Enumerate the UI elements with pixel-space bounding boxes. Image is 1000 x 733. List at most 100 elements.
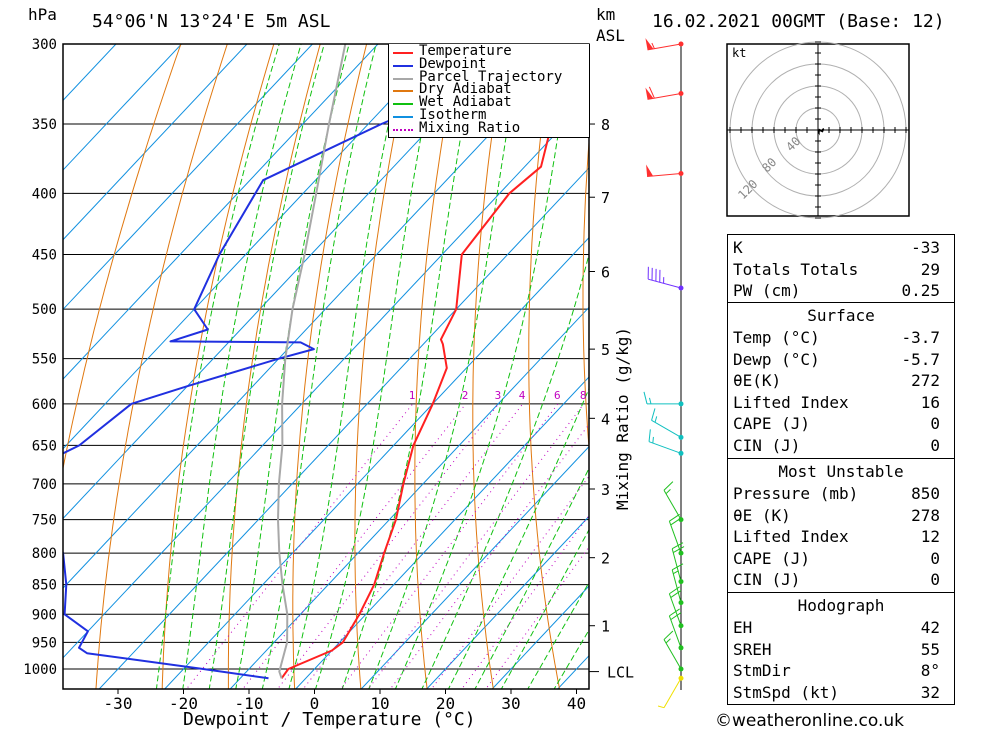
x-axis-title: Dewpoint / Temperature (°C) — [183, 709, 476, 730]
pressure-tick-label: 300 — [32, 37, 57, 53]
index-value: 850 — [911, 484, 940, 503]
mixing-ratio-label: 4 — [519, 389, 526, 402]
temp-tick-label: -30 — [104, 694, 133, 713]
isotherm-line — [360, 445, 589, 689]
mixing-ratio-line — [276, 403, 499, 689]
legend-item: Temperature — [389, 44, 589, 59]
isotherm-line — [63, 44, 445, 450]
index-row: K -33 — [728, 237, 954, 258]
parcel-trajectory-series — [277, 44, 347, 679]
wet-adiabat-line — [527, 581, 589, 689]
wet-adiabat-line — [500, 528, 589, 689]
wet-adiabat-line — [447, 387, 589, 689]
wet-adiabat-line — [474, 467, 589, 689]
dewpoint-series — [63, 44, 497, 680]
index-row: Lifted Index 16 — [728, 392, 954, 413]
mixing-ratio-label: 3 — [495, 389, 502, 402]
km-tick-label: 5 — [601, 341, 610, 359]
pressure-tick-label: 550 — [32, 352, 57, 368]
index-row: PW (cm) 0.25 — [728, 280, 954, 301]
legend-item: Mixing Ratio — [389, 120, 589, 136]
legend-swatch — [393, 128, 413, 131]
dry-adiabat-line — [227, 44, 321, 689]
index-row: EH 42 — [728, 617, 954, 638]
index-name: θE (K) — [733, 505, 791, 525]
mixing-ratio-label: 2 — [462, 389, 469, 402]
indices-panel-hodograph: Hodograph EH 42 SREH 55 StmDir 8° StmSpd (kt) 32 — [727, 592, 955, 705]
dry-adiabat-line — [636, 8, 695, 699]
lcl-label: LCL — [607, 664, 634, 682]
index-value: 42 — [920, 618, 940, 637]
wet-adiabat-line — [208, 44, 325, 689]
index-row: CIN (J) 0 — [728, 569, 954, 590]
legend-swatch — [393, 103, 413, 106]
index-value: 0.25 — [901, 281, 940, 301]
index-value: 0 — [930, 570, 940, 590]
temp-tick-label: 0 — [310, 694, 320, 713]
wind-barb — [643, 391, 684, 407]
index-name: Temp (°C) — [733, 328, 820, 347]
mixing-ratio-label: 20 — [667, 389, 680, 402]
temp-tick-label: 10 — [370, 694, 389, 713]
legend-label: Wet Adiabat — [419, 94, 512, 111]
index-name: PW (cm) — [733, 281, 801, 301]
legend: Temperature Dewpoint Parcel Trajectory Dry … — [388, 44, 590, 138]
index-name: Pressure (mb) — [733, 484, 859, 503]
pressure-tick-label: 900 — [32, 607, 57, 623]
index-row: Totals Totals 29 — [728, 259, 954, 280]
wind-barb — [648, 429, 684, 456]
index-name: K — [733, 238, 743, 257]
km-tick-label: 6 — [601, 264, 610, 282]
mixing-ratio-line — [367, 403, 585, 689]
index-name: θE(K) — [733, 371, 782, 391]
mixing-ratio-line — [461, 514, 589, 689]
mixing-ratio-label: 1 — [409, 389, 416, 402]
isotherm-line — [229, 306, 589, 689]
km-unit-label: km — [596, 5, 616, 24]
wet-adiabat-line — [182, 44, 302, 689]
index-value: 29 — [920, 259, 940, 279]
km-tick-label: 7 — [601, 189, 610, 207]
index-value: -5.7 — [901, 349, 940, 369]
isotherm-line — [63, 44, 379, 380]
km-tick-label: 1 — [601, 618, 610, 636]
index-row: StmDir 8° — [728, 660, 954, 681]
legend-item: Dry Adiabat — [389, 82, 589, 97]
pressure-tick-label: 400 — [32, 186, 57, 202]
index-value: 0 — [930, 414, 940, 434]
indices-panel-surface: Surface Temp (°C) -3.7 Dewp (°C) -5.7 θE(K) 27… — [727, 302, 955, 459]
hodograph-units-label: kt — [732, 46, 746, 60]
index-value: 272 — [911, 371, 940, 391]
wind-barb — [645, 86, 684, 100]
index-value: 0 — [930, 436, 940, 455]
index-value: -3.7 — [901, 328, 940, 347]
wet-adiabat-line — [235, 44, 350, 689]
mixing-ratio-label: 10 — [601, 389, 614, 402]
index-name: SREH — [733, 639, 772, 659]
wind-barb — [668, 608, 684, 651]
index-value: 278 — [911, 505, 940, 525]
index-row: Lifted Index 12 — [728, 526, 954, 547]
panel-title: Most Unstable — [728, 461, 954, 482]
index-value: -33 — [911, 238, 940, 257]
legend-item: Parcel Trajectory — [389, 69, 589, 85]
index-name: Lifted Index — [733, 527, 849, 547]
index-value: 0 — [930, 548, 940, 568]
wind-barb — [671, 563, 684, 606]
mixing-ratio-label: 8 — [580, 389, 587, 402]
index-row: Temp (°C) -3.7 — [728, 327, 954, 348]
index-value: 8° — [920, 661, 940, 681]
legend-swatch — [393, 90, 413, 93]
wind-barb — [645, 38, 684, 51]
hodograph-trace — [817, 128, 825, 136]
wet-adiabat-line — [421, 252, 589, 689]
mixing-ratio-line — [242, 403, 467, 689]
legend-item: Dewpoint — [389, 56, 589, 72]
index-value: 55 — [920, 639, 940, 659]
pressure-tick-label: 450 — [32, 247, 57, 263]
wind-barb — [657, 675, 684, 709]
index-value: 12 — [920, 527, 940, 547]
isotherm-line — [426, 515, 589, 689]
datetime-label: 16.02.2021 00GMT (Base: 12) — [652, 11, 945, 32]
pressure-tick-label: 500 — [32, 302, 57, 318]
